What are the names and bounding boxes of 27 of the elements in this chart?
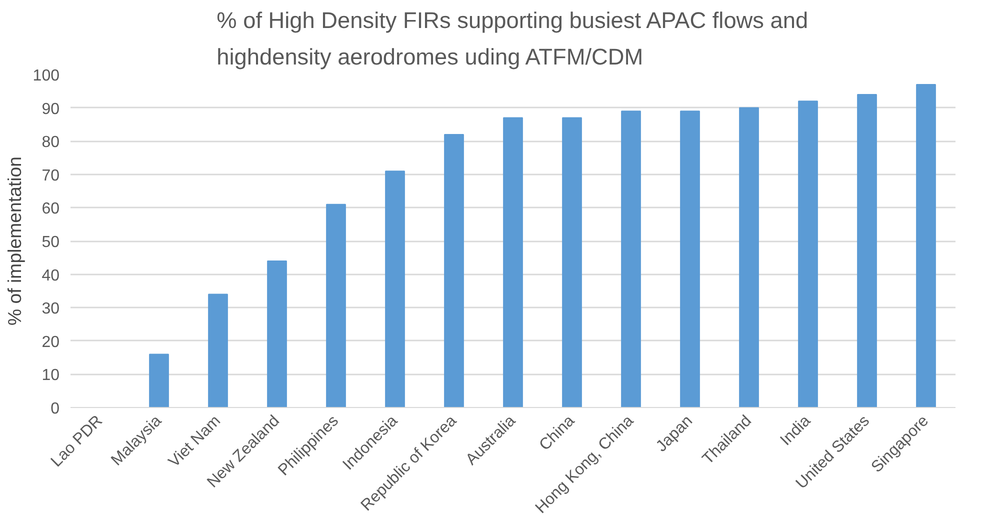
bar: [739, 107, 759, 408]
bar: [208, 294, 228, 408]
y-tick-label: 10: [42, 367, 60, 384]
y-tick-label: 40: [42, 267, 60, 284]
bar: [562, 117, 582, 408]
bar: [149, 354, 169, 408]
y-tick-label: 50: [42, 234, 60, 251]
bar: [444, 134, 464, 408]
y-tick-label: 0: [50, 400, 60, 418]
bar: [680, 110, 700, 408]
chart-title: % of High Density FIRs supporting busiest APAC flows and highdensity aerodromes uding ATFM/CDM: [216, 7, 808, 70]
bar: [503, 117, 523, 408]
y-tick-label: 60: [42, 200, 60, 218]
y-tick-label: 70: [42, 167, 60, 184]
y-tick-label: 30: [42, 300, 60, 318]
y-tick-label: 100: [32, 68, 60, 84]
bar: [857, 94, 877, 408]
bar: [621, 110, 641, 408]
y-axis-title: % of implementation: [4, 156, 25, 326]
bar: [798, 100, 818, 408]
bar: [326, 204, 346, 408]
y-tick-label: 20: [42, 334, 60, 351]
y-tick-label: 80: [42, 134, 60, 152]
y-tick-label: 90: [42, 100, 60, 118]
bar: [916, 84, 936, 408]
bar: [267, 260, 287, 408]
bar: [385, 170, 405, 408]
